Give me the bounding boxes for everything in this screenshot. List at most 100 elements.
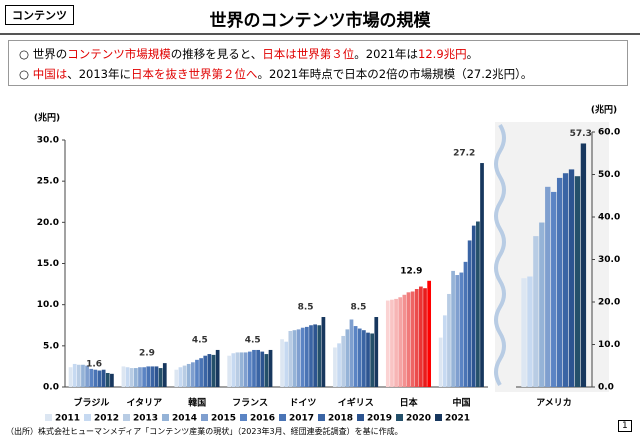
y-tick-label: 40.0 — [598, 213, 620, 223]
x-tick-label: ブラジル — [74, 397, 110, 409]
legend-label: 2016 — [250, 414, 275, 424]
page-number: 1 — [618, 420, 632, 432]
bar — [81, 364, 85, 387]
y-tick-label: 60.0 — [598, 128, 620, 138]
bar — [158, 368, 163, 387]
bar — [313, 324, 317, 387]
legend-label: 2018 — [328, 414, 353, 424]
text: 、2013年に — [67, 67, 131, 81]
bar — [260, 351, 265, 387]
data-label: 57.3 — [570, 129, 592, 139]
bar — [362, 330, 366, 387]
bar — [247, 351, 252, 387]
bar — [527, 276, 533, 387]
bar — [85, 365, 89, 387]
bar — [480, 163, 484, 387]
x-tick-label: アメリカ — [536, 398, 572, 409]
bar — [129, 368, 134, 387]
bar — [268, 349, 273, 387]
legend-swatch — [123, 414, 130, 421]
legend-swatch — [435, 414, 442, 421]
bar — [309, 325, 313, 387]
bar — [227, 355, 232, 387]
y-tick-label: 0.0 — [43, 383, 59, 393]
bar — [521, 278, 527, 387]
bar — [406, 292, 411, 387]
bar — [190, 362, 195, 387]
legend-label: 2020 — [406, 414, 431, 424]
x-tick-label: イギリス — [338, 397, 374, 409]
bar — [410, 291, 415, 387]
bar — [551, 191, 557, 387]
bar — [370, 333, 375, 387]
y-unit-label: (兆円) — [34, 112, 60, 124]
y-tick-label: 10.0 — [598, 340, 620, 350]
bar — [357, 328, 362, 387]
bar — [556, 177, 563, 387]
legend-swatch — [318, 414, 325, 421]
data-label: 4.5 — [245, 335, 261, 345]
legend-label: 2015 — [211, 414, 236, 424]
bar — [150, 366, 155, 387]
bar — [89, 368, 94, 387]
data-label: 27.2 — [453, 149, 475, 159]
bar — [390, 299, 394, 387]
bar — [337, 343, 341, 387]
bar — [427, 280, 432, 387]
bar — [146, 366, 151, 387]
bar — [562, 173, 569, 387]
bullet-box: ○ 世界のコンテンツ市場規模の推移を見ると、日本は世界第３位。2021年は12.… — [8, 40, 628, 86]
data-label: 1.6 — [86, 359, 102, 369]
bar — [394, 298, 398, 387]
bar — [105, 373, 110, 387]
legend-swatch — [84, 414, 91, 421]
bar — [138, 367, 142, 387]
data-label: 8.5 — [350, 303, 366, 313]
bar — [374, 317, 379, 387]
bar — [101, 369, 106, 387]
bar — [398, 297, 403, 387]
y-unit-label: (兆円) — [591, 104, 617, 116]
bar — [68, 367, 73, 387]
bar — [264, 354, 269, 387]
y-tick-label: 0.0 — [598, 383, 614, 393]
highlight-text: 日本は世界第３位 — [262, 47, 355, 61]
bar — [256, 349, 260, 387]
bar — [239, 352, 244, 387]
bar — [414, 289, 419, 387]
bar — [199, 358, 203, 387]
bar — [574, 176, 581, 387]
text: ○ — [19, 47, 30, 61]
x-tick-label: フランス — [232, 398, 268, 409]
legend-label: 2011 — [55, 414, 80, 424]
highlight-text: コンテンツ市場規模 — [67, 47, 171, 61]
bar — [186, 363, 191, 387]
bar — [471, 225, 476, 387]
data-label: 4.5 — [192, 335, 208, 345]
bar — [288, 331, 293, 387]
bar — [533, 236, 539, 387]
legend-swatch — [162, 414, 169, 421]
bar — [235, 352, 240, 387]
legend-label: 2014 — [172, 414, 197, 424]
bar — [366, 332, 370, 387]
bar — [93, 369, 98, 387]
legend-label: 2019 — [367, 414, 392, 424]
bar — [349, 319, 354, 387]
highlight-text: 日本を抜き世界第２位へ — [130, 67, 258, 81]
bar — [174, 369, 179, 387]
bar — [467, 240, 472, 387]
legend-swatch — [279, 414, 286, 421]
y-tick-label: 15.0 — [37, 259, 59, 269]
bar — [568, 169, 575, 387]
legend-label: 2021 — [445, 414, 470, 424]
bar — [345, 329, 350, 387]
y-tick-label: 20.0 — [598, 298, 620, 308]
bar — [442, 315, 447, 387]
bar — [292, 330, 297, 387]
data-label: 8.5 — [298, 303, 314, 313]
x-tick-label: イタリア — [126, 397, 162, 409]
legend-swatch — [396, 414, 403, 421]
bar — [580, 143, 587, 387]
